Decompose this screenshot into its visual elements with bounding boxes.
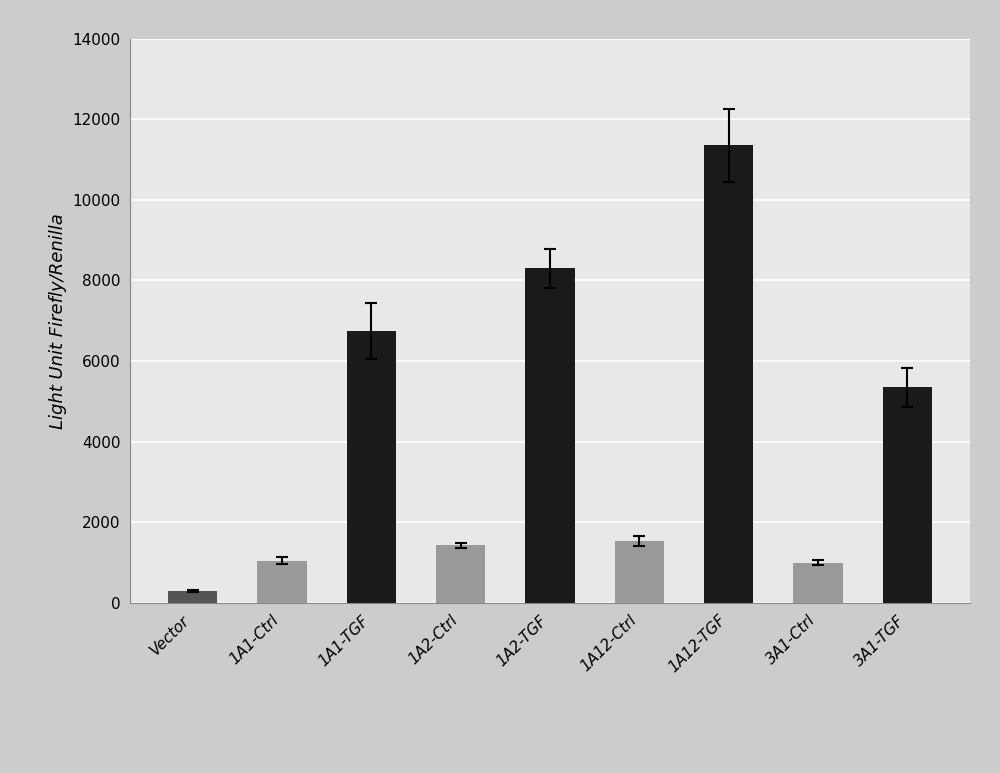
Bar (347, 331, 396, 603)
Bar (257, 560, 307, 603)
Bar (615, 541, 664, 603)
Bar (436, 545, 485, 603)
Bar (883, 387, 932, 603)
Bar (793, 563, 843, 603)
Bar (704, 145, 753, 603)
Bar (525, 268, 575, 603)
Y-axis label: Light Unit Firefly/Renilla: Light Unit Firefly/Renilla (49, 213, 67, 429)
Bar (168, 591, 217, 603)
